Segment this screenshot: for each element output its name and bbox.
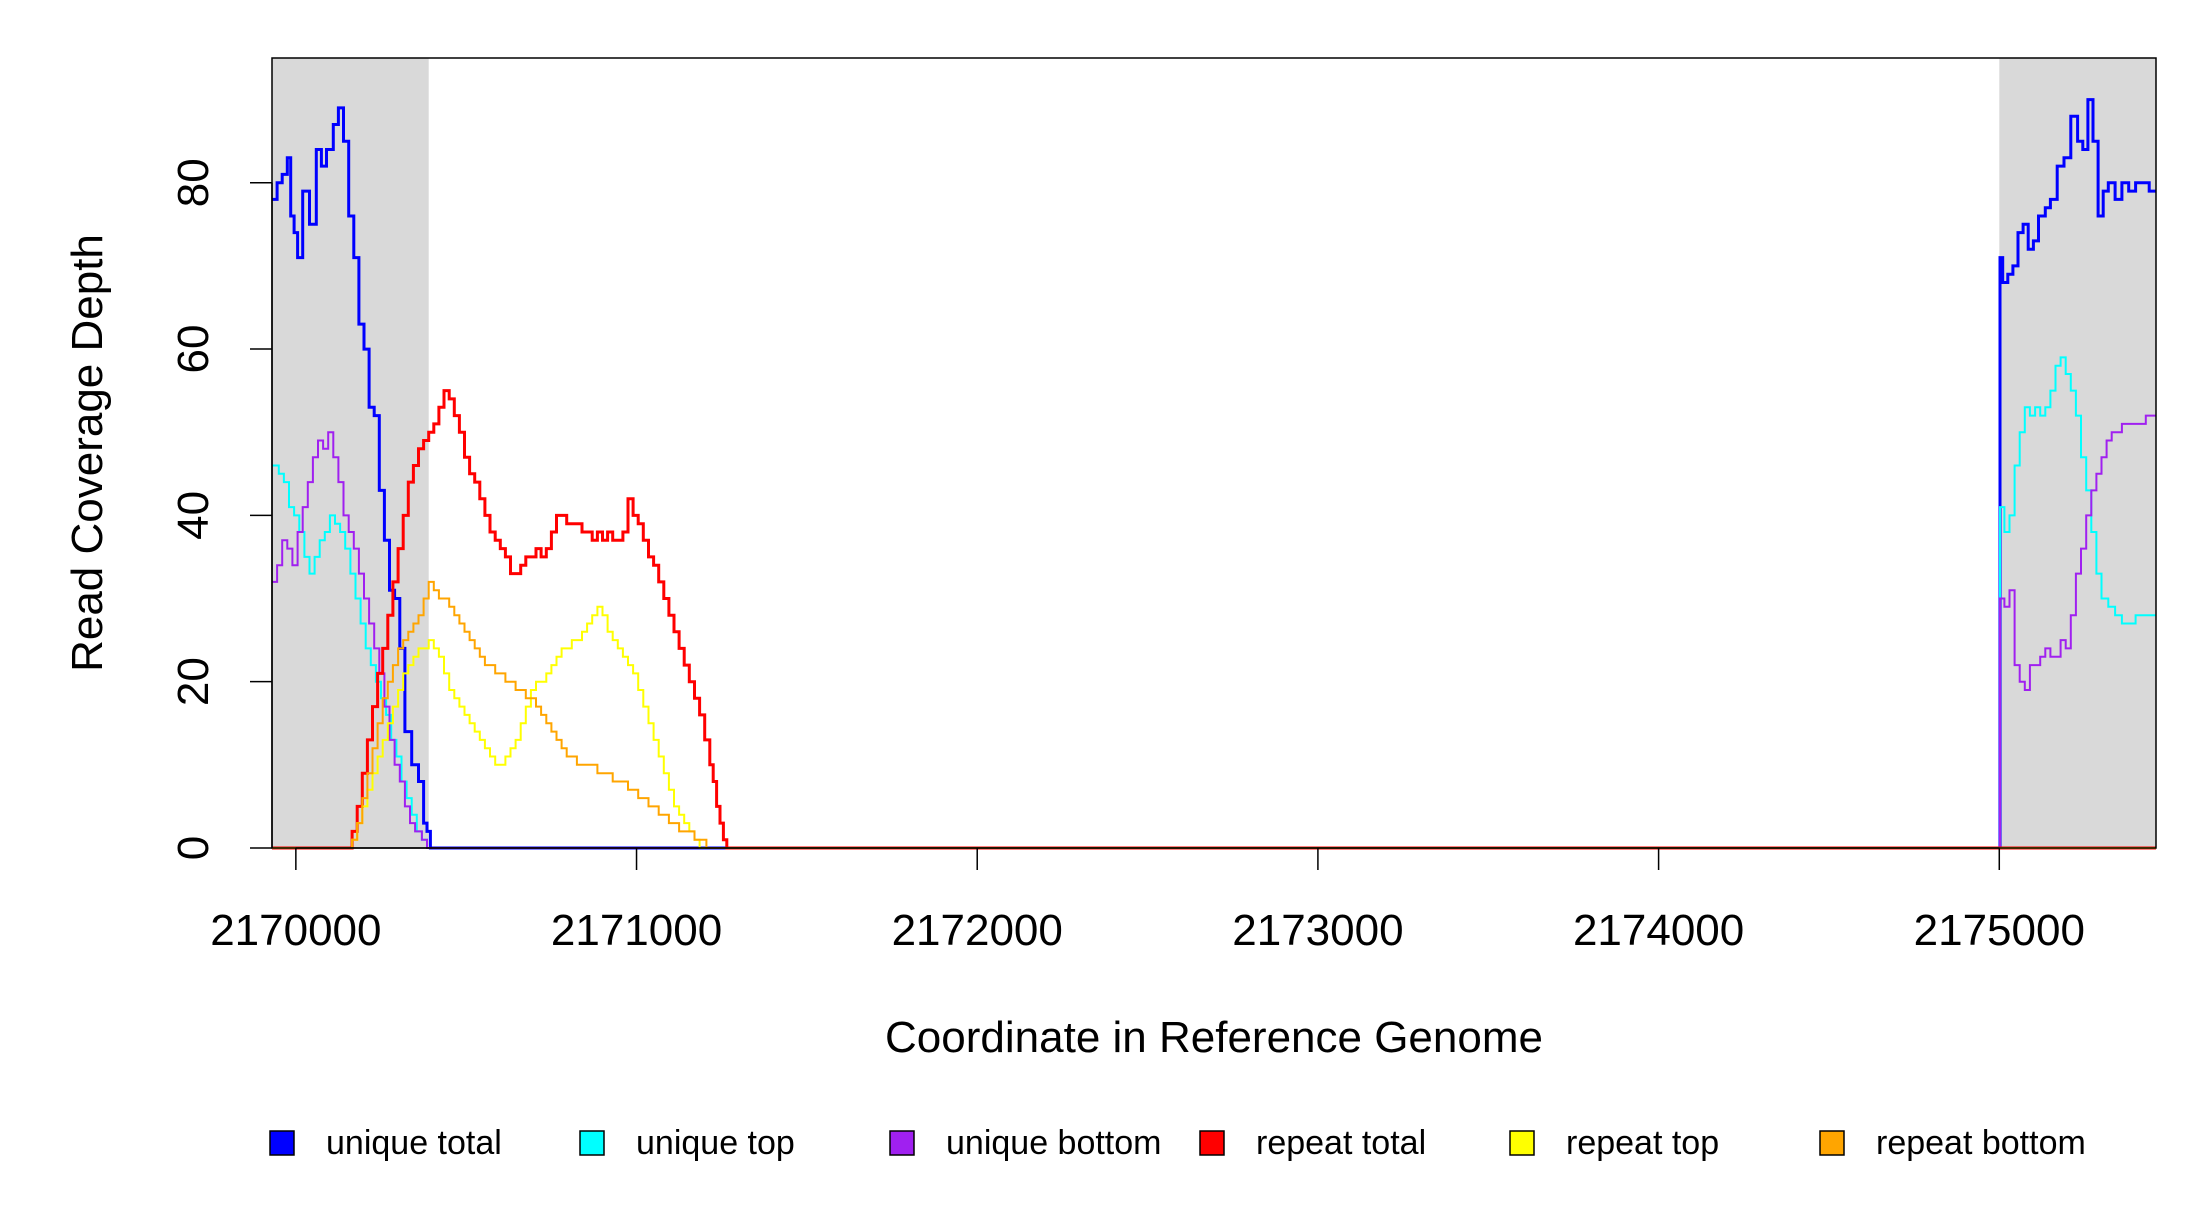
shaded-region-2 xyxy=(1999,58,2156,848)
legend-swatch-repeat-top xyxy=(1509,1130,1535,1156)
y-tick-label: 0 xyxy=(169,836,218,860)
legend-swatch-repeat-bottom xyxy=(1819,1130,1845,1156)
legend-swatch-unique-top xyxy=(579,1130,605,1156)
shaded-regions xyxy=(272,58,2156,848)
x-tick-label: 2174000 xyxy=(1573,906,1744,955)
y-tick-label: 40 xyxy=(169,491,218,540)
legend-swatch-unique-total xyxy=(269,1130,295,1156)
legend-label-unique-bottom: unique bottom xyxy=(946,1124,1162,1162)
y-axis: 0 20 40 60 80 xyxy=(169,158,273,860)
y-tick-label: 60 xyxy=(169,325,218,374)
legend-swatch-repeat-total xyxy=(1199,1130,1225,1156)
series-line-repeat-bottom xyxy=(272,580,2156,849)
series-line-repeat-total xyxy=(272,389,2156,850)
legend-label-repeat-bottom: repeat bottom xyxy=(1876,1124,2086,1162)
legend-label-repeat-top: repeat top xyxy=(1566,1124,1719,1162)
x-tick-label: 2173000 xyxy=(1232,906,1403,955)
series-line-unique-top xyxy=(272,356,2156,849)
y-tick-label: 20 xyxy=(169,657,218,706)
series-lines xyxy=(272,98,2156,850)
series-line-repeat-top xyxy=(272,605,2156,849)
legend-label-unique-top: unique top xyxy=(636,1124,795,1162)
x-tick-label: 2175000 xyxy=(1914,906,2085,955)
x-axis-title: Coordinate in Reference Genome xyxy=(885,1013,1543,1062)
x-tick-label: 2172000 xyxy=(892,906,1063,955)
shaded-region-1 xyxy=(272,58,429,848)
series-line-unique-bottom xyxy=(272,414,2156,849)
x-axis: 2170000 2171000 2172000 2173000 2174000 21750… xyxy=(210,847,2085,955)
legend: unique total unique top unique bottom repea… xyxy=(269,1124,2086,1162)
series-line-unique-total xyxy=(272,98,2156,850)
legend-label-unique-total: unique total xyxy=(326,1124,502,1162)
x-tick-label: 2170000 xyxy=(210,906,381,955)
legend-swatch-unique-bottom xyxy=(889,1130,915,1156)
y-tick-label: 80 xyxy=(169,158,218,207)
legend-label-repeat-total: repeat total xyxy=(1256,1124,1426,1162)
x-tick-label: 2171000 xyxy=(551,906,722,955)
y-axis-title: Read Coverage Depth xyxy=(63,234,112,672)
plot-frame xyxy=(271,57,2157,849)
